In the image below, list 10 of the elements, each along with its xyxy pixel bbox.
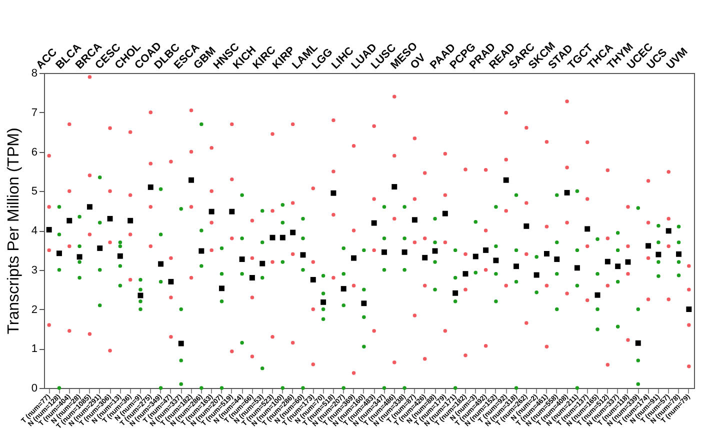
y-tick-label: 8 [31, 68, 38, 80]
y-tick-label: 6 [31, 146, 38, 158]
y-axis-title: Transcripts Per Million (TPM) [5, 128, 22, 334]
y-tick-label: 3 [31, 264, 38, 276]
y-tick-label: 4 [31, 225, 38, 237]
y-tick-label: 0 [31, 382, 38, 394]
y-tick-label: 5 [31, 186, 38, 198]
y-tick-label: 1 [31, 343, 38, 356]
y-tick-label: 2 [31, 304, 38, 316]
y-tick-label: 7 [31, 106, 38, 119]
